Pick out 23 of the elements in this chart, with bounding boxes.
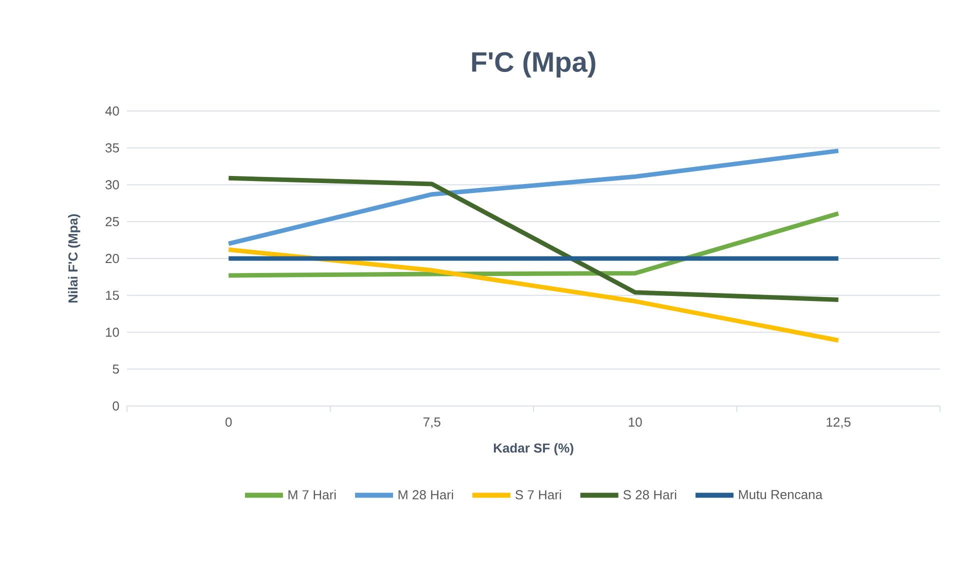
x-tick-label: 7,5 [424, 418, 440, 428]
y-tick-label: 35 [106, 143, 119, 152]
x-axis-title: Kadar SF (%) [494, 443, 574, 456]
legend-label: S 7 Hari [515, 490, 561, 500]
legend-label: M 7 Hari [288, 490, 336, 500]
legend-label: S 28 Hari [623, 490, 676, 500]
line-series [226, 247, 841, 343]
legend-label: M 28 Hari [398, 490, 454, 500]
y-tick-label: 30 [106, 180, 119, 190]
y-tick-label: 40 [105, 106, 119, 116]
x-tick-label: 0 [226, 418, 232, 427]
line-series [226, 148, 841, 246]
y-tick-label: 20 [106, 254, 119, 264]
y-axis-title: Nilai F'C (Mpa) [68, 214, 80, 302]
x-tick-label: 12,5 [826, 418, 850, 428]
y-tick-label: 15 [106, 290, 119, 300]
y-tick-label: 25 [106, 217, 119, 226]
y-tick-label: 0 [112, 401, 119, 411]
y-tick-label: 10 [106, 328, 119, 337]
legend-label: Mutu Rencana [739, 490, 823, 500]
y-tick-label: 5 [112, 364, 119, 374]
chart-title: F'C (Mpa) [472, 51, 596, 78]
x-tick-label: 10 [628, 418, 642, 427]
